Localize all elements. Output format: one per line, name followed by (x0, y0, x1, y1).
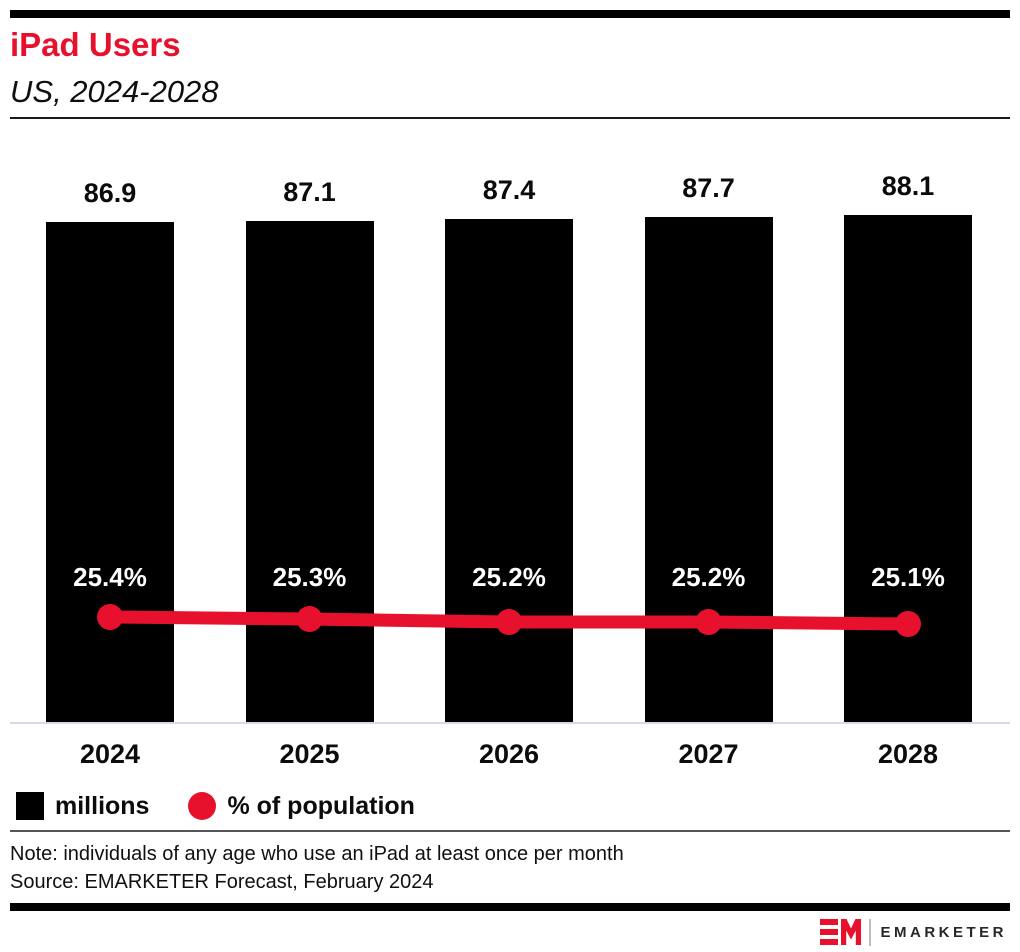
source-text: Source: EMARKETER Forecast, February 202… (10, 871, 434, 893)
em-monogram-icon (820, 919, 862, 945)
bar-value-label-2028: 88.1 (881, 171, 935, 201)
footnote-divider (10, 830, 1010, 832)
legend: millions % of population (16, 792, 415, 820)
footer-border-bar (10, 903, 1010, 911)
bar-value-label-2026: 87.4 (482, 175, 536, 205)
bar-2028 (844, 215, 972, 722)
brand-wordmark: EMARKETER (880, 923, 1007, 941)
pct-label-2027: 25.2% (671, 562, 746, 592)
x-axis-label-2024: 2024 (79, 739, 141, 769)
legend-label-millions: millions (55, 792, 150, 820)
pct-label-2028: 25.1% (871, 562, 945, 592)
legend-circle-swatch (188, 792, 217, 820)
x-axis-line (10, 722, 1010, 724)
pct-label-2024: 25.4% (73, 562, 147, 592)
legend-square-swatch (16, 792, 44, 820)
legend-label-population: % of population (227, 792, 415, 820)
note-text: Note: individuals of any age who use an … (10, 843, 624, 865)
bar-2024 (46, 222, 174, 722)
bar-value-label-2024: 86.9 (83, 178, 137, 208)
pct-label-2025: 25.3% (272, 562, 347, 592)
logo-divider (869, 918, 872, 946)
x-axis-label-2028: 2028 (877, 739, 939, 769)
pct-label-2026: 25.2% (472, 562, 546, 592)
emarketer-logo: EMARKETER (820, 918, 1007, 946)
bar-2026 (445, 219, 573, 722)
chart-subtitle: US, 2024-2028 (10, 74, 219, 109)
bar-2027 (644, 217, 773, 722)
bar-value-label-2027: 87.7 (682, 173, 735, 203)
bar-value-label-2025: 87.1 (283, 177, 336, 207)
header-divider (10, 117, 1010, 119)
x-axis-label-2027: 2027 (678, 739, 739, 769)
x-axis-label-2026: 2026 (478, 739, 540, 769)
top-border-bar (10, 10, 1010, 18)
page-title: iPad Users (10, 26, 181, 63)
bar-2025 (245, 221, 374, 722)
x-axis-label-2025: 2025 (279, 739, 340, 769)
